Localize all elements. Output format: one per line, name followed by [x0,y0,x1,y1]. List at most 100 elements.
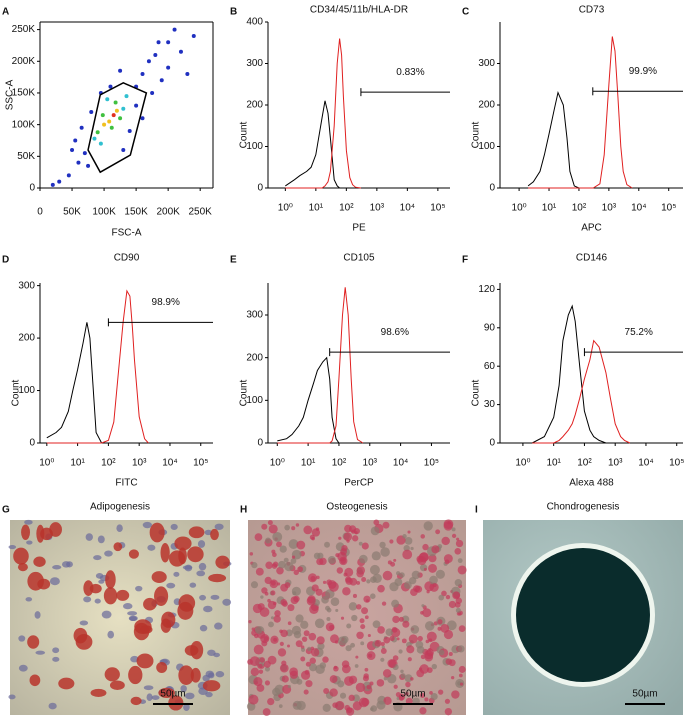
mineral [267,697,275,706]
nucleus [214,622,223,630]
mineral [292,700,302,710]
mineral [400,669,404,674]
mineral [372,620,381,629]
point [95,130,100,135]
mineral [311,584,319,592]
mineral [371,551,381,561]
point [146,59,151,64]
mineral [336,567,344,574]
mineral [416,645,425,654]
mineral [323,688,330,694]
nucleus [101,610,112,619]
mineral [303,630,310,637]
mineral [389,635,395,642]
gate-label: 98.6% [381,327,409,338]
lipid [160,543,170,563]
mineral [301,647,306,652]
histogram-line [528,36,633,189]
mineral [271,563,278,569]
x-tick-label: 10⁰ [270,458,285,469]
mineral [444,559,450,565]
mineral [364,667,369,672]
x-tick-label: 10¹ [546,458,561,469]
mineral [380,648,387,654]
mineral [308,632,317,641]
mineral [403,581,412,590]
mineral [396,637,400,641]
mineral [253,644,264,655]
mineral [420,654,426,660]
nucleus [135,585,143,592]
lipid [187,546,204,563]
nucleus [183,703,190,711]
mineral [249,552,254,556]
point [114,108,119,113]
mineral [262,708,271,716]
mineral [430,692,438,701]
mineral [300,670,311,680]
mineral [381,601,387,606]
nucleus [127,611,138,616]
nucleus [166,582,176,589]
nucleus [215,671,225,678]
mineral [265,561,273,569]
nucleus [146,693,153,702]
mineral [401,638,407,644]
nucleus [25,597,33,602]
mineral [410,546,414,551]
x-axis-label: Alexa 488 [569,478,614,489]
mineral [445,594,451,600]
mineral [369,564,380,575]
y-axis-label: Count [11,379,22,406]
point [178,49,183,54]
mineral [329,624,335,631]
mineral [380,641,385,647]
mineral [420,610,424,615]
mineral [444,698,451,704]
mineral [383,696,392,705]
y-tick-label: 0 [29,438,35,449]
mineral [365,599,369,603]
lipid [103,587,118,605]
pellet [516,548,650,682]
nucleus [128,615,138,622]
mineral [281,675,289,683]
mineral [423,567,427,571]
mineral [361,607,369,615]
y-tick-label: 300 [246,310,263,321]
mineral [385,628,394,636]
x-tick-label: 10¹ [301,458,316,469]
point [79,125,84,130]
point [98,141,103,146]
x-tick-label: 10² [572,203,587,214]
nucleus [123,603,133,610]
mineral [287,644,291,648]
mineral [345,577,353,585]
mineral [402,534,407,539]
mineral [254,533,263,542]
mineral [348,602,358,611]
mineral [387,659,397,668]
nucleus [52,565,62,570]
mineral [291,555,296,559]
mineral [359,618,365,624]
mineral [350,642,356,648]
x-tick-label: 0 [37,207,43,218]
lipid [156,662,168,674]
lipid [154,586,169,606]
nucleus [18,635,26,642]
nucleus [104,550,113,557]
image-title: Osteogenesis [326,502,387,513]
mineral [458,625,466,633]
y-tick-label: 0 [489,438,495,449]
mineral [398,649,403,654]
mineral [283,557,289,563]
mineral [322,580,327,584]
point [70,147,75,152]
mineral [305,680,313,688]
mineral [268,524,278,534]
mineral [273,637,278,642]
histogram-line [277,287,364,444]
lipid [128,549,139,559]
mineral [391,599,400,608]
